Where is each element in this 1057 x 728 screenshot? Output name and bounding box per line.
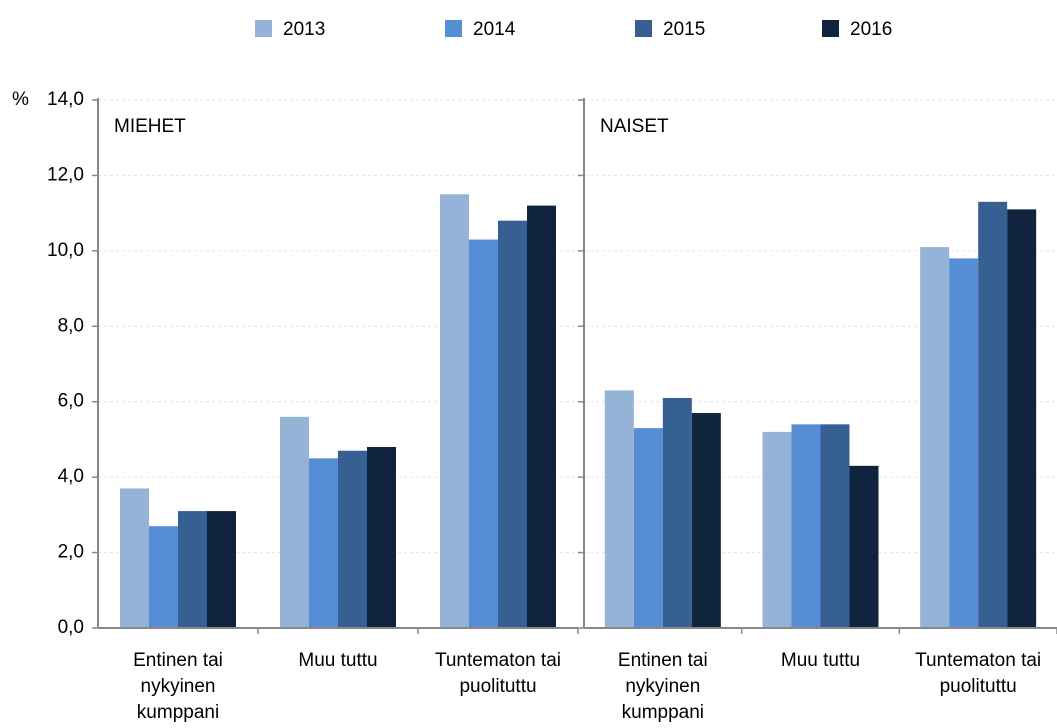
bar [978,201,1008,629]
bar [338,450,367,628]
y-tick-label: 2,0 [58,542,84,563]
legend-swatch [822,20,839,37]
legend-swatch [635,20,652,37]
bar [633,428,663,628]
bar [920,247,950,629]
bar [849,465,879,628]
x-tick-label: Entinen tai nykyinen kumppani [133,650,223,723]
y-tick-label: 6,0 [58,391,84,412]
y-tick-label: 14,0 [47,89,84,110]
bar [604,390,634,628]
y-tick-label: 10,0 [47,240,84,261]
bar [440,194,469,629]
x-tick-label: Tuntematon tai puolituttu [915,650,1042,697]
legend-label: 2016 [850,19,892,40]
bar [469,239,498,629]
y-tick-label: 12,0 [47,164,84,185]
bar [1007,209,1037,628]
bar [762,431,792,628]
legend-label: 2013 [283,19,325,40]
bar [662,397,692,628]
legend-label: 2014 [473,19,516,40]
legend-swatch [445,20,462,37]
y-tick-label: 0,0 [58,617,84,638]
y-tick-label: 8,0 [58,315,84,336]
y-axis-label: % [12,89,29,110]
y-tick-label: 4,0 [58,466,84,487]
x-tick-label: Entinen tai nykyinen kumppani [617,650,708,723]
x-tick-label: Muu tuttu [298,650,378,671]
panel-title: NAISET [600,116,669,137]
bar [498,220,527,628]
bar [949,258,979,628]
x-tick-label: Muu tuttu [780,650,861,671]
bar [691,413,721,628]
panel-title: MIEHET [114,116,186,137]
bar [120,488,149,628]
bar [309,458,338,628]
bar [367,446,396,628]
bar [527,205,556,628]
bar [149,526,178,628]
bar [178,511,207,628]
bar [280,416,309,628]
legend-swatch [255,20,272,37]
legend-label: 2015 [663,19,705,40]
bar [207,511,236,628]
bar [791,424,821,628]
bar [820,424,850,628]
x-tick-label: Tuntematon tai puolituttu [434,650,562,697]
